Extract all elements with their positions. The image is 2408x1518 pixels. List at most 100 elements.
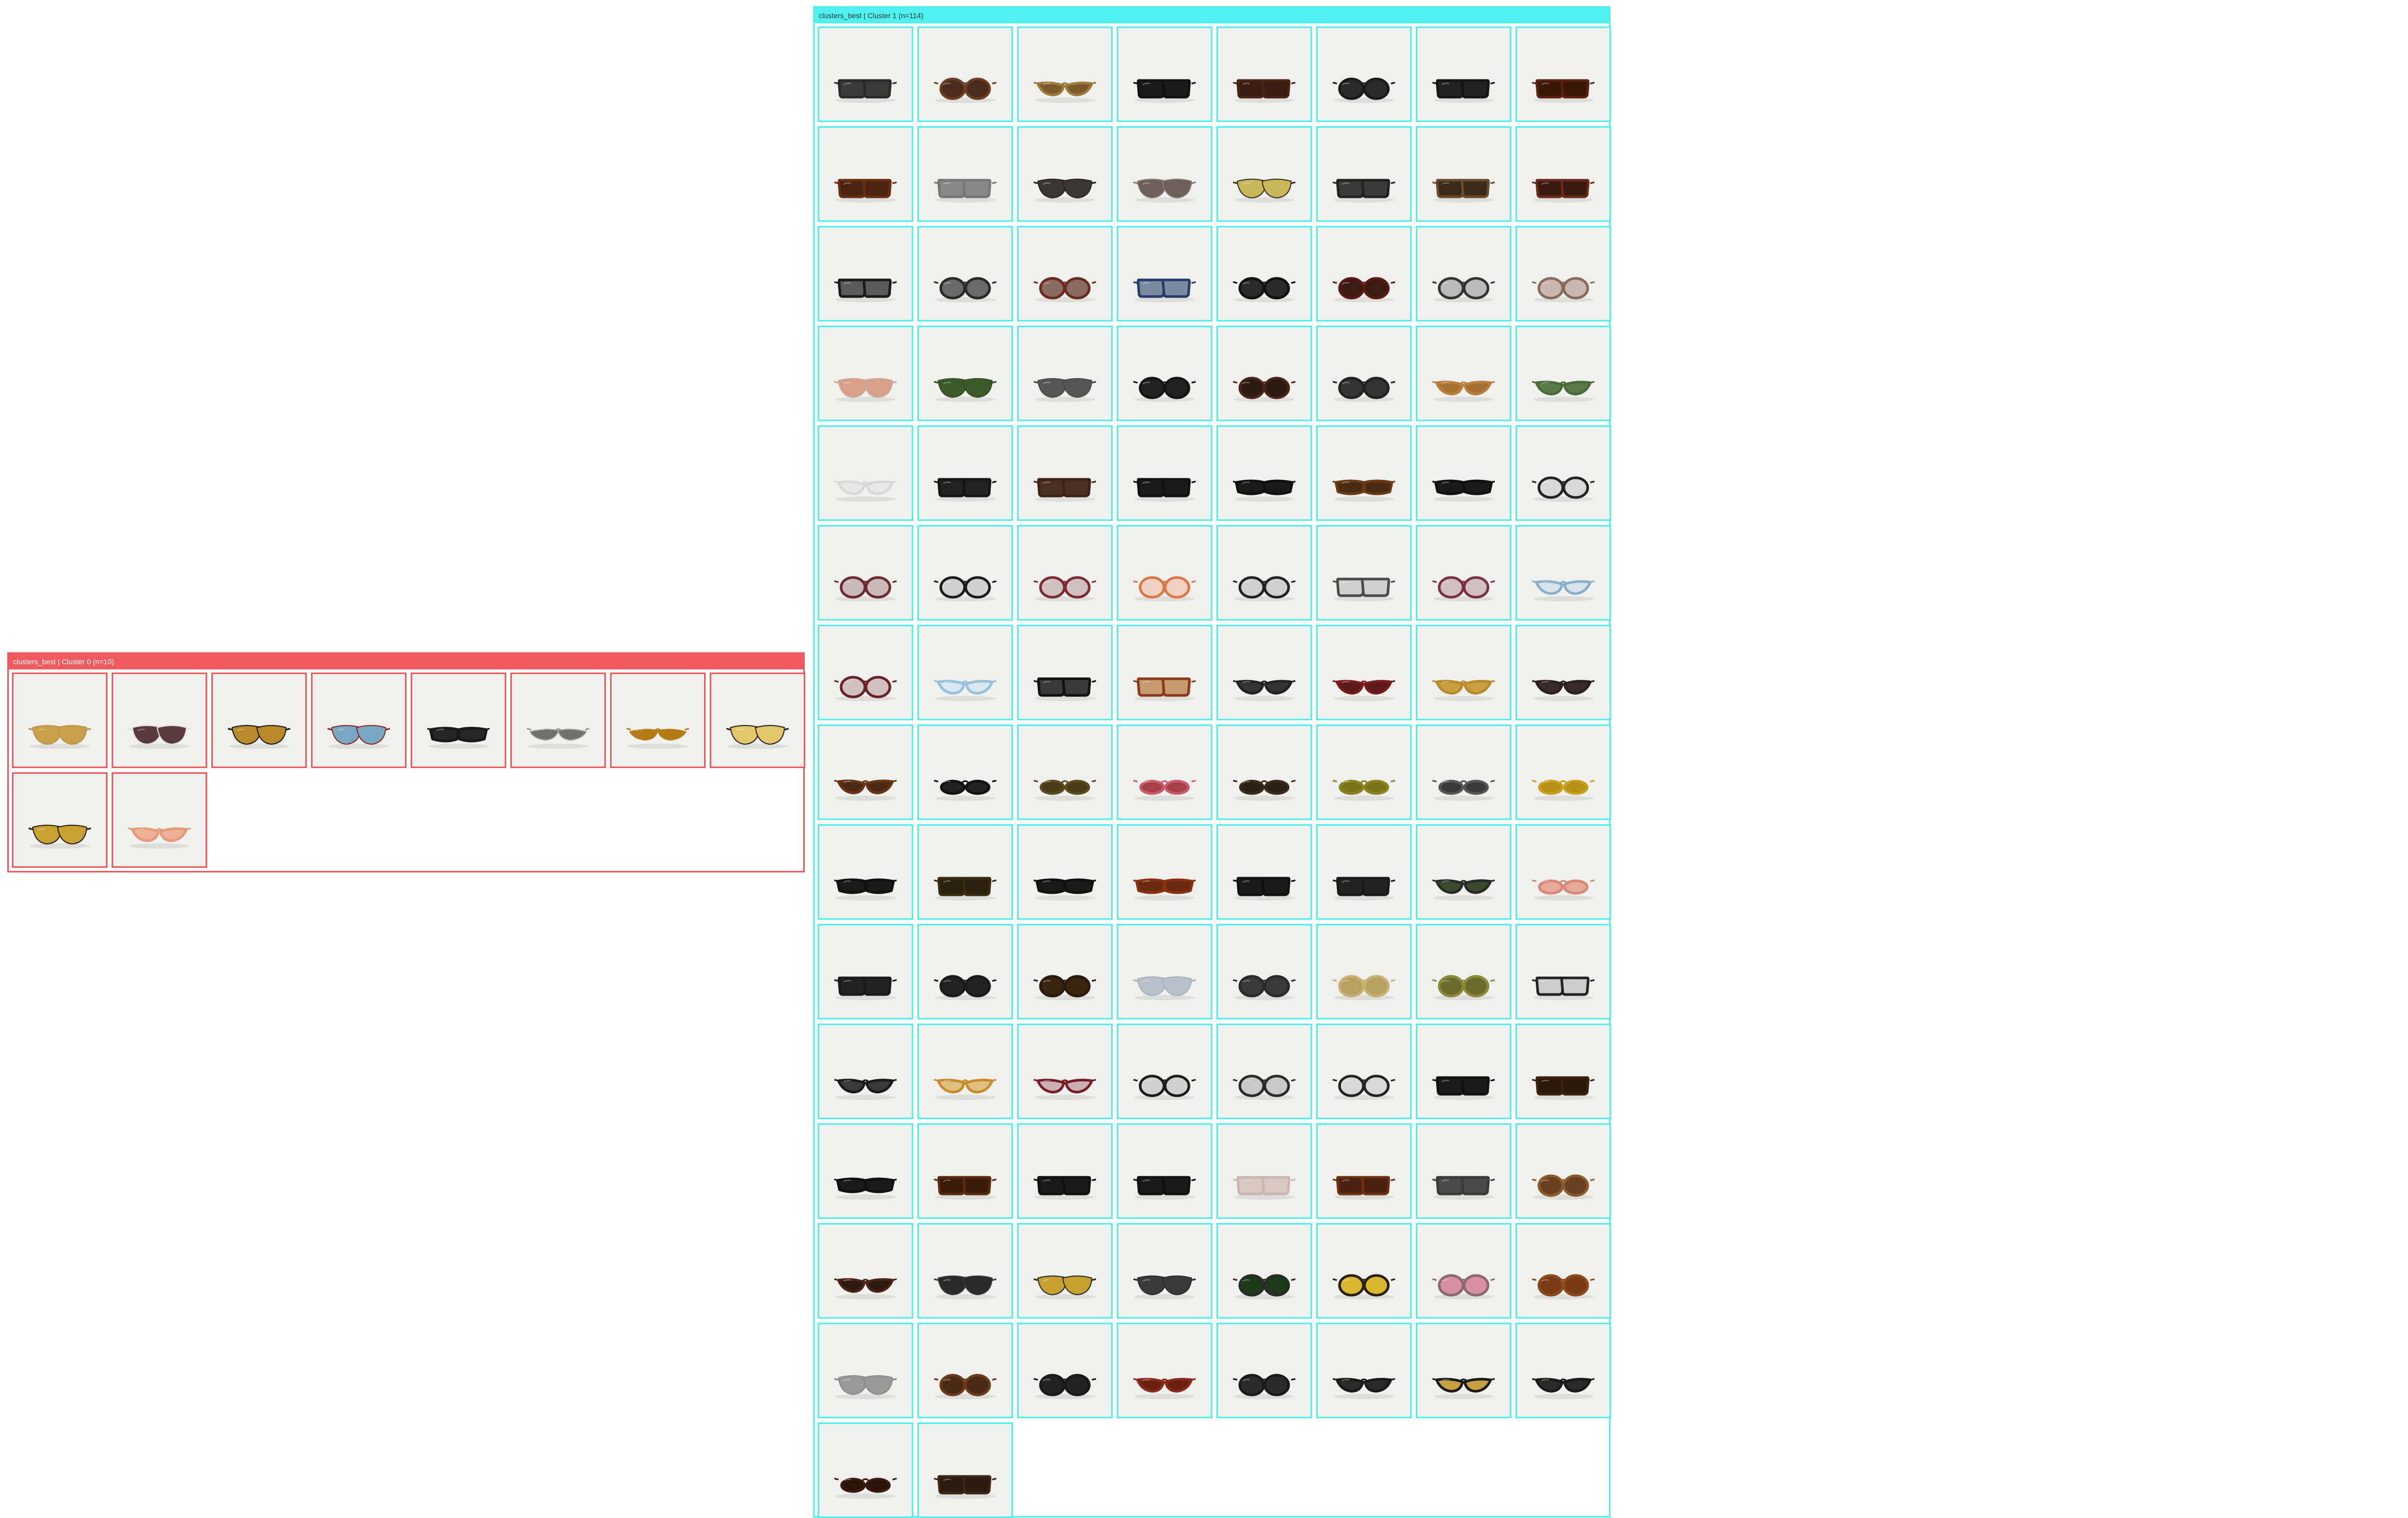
eyewear-thumbnail[interactable] — [1216, 1223, 1312, 1319]
eyewear-thumbnail[interactable] — [1516, 326, 1611, 421]
eyewear-thumbnail[interactable] — [1216, 525, 1312, 621]
eyewear-thumbnail[interactable] — [1117, 625, 1212, 720]
eyewear-thumbnail[interactable] — [1316, 126, 1412, 222]
eyewear-thumbnail[interactable] — [818, 724, 913, 820]
eyewear-thumbnail[interactable] — [818, 1323, 913, 1418]
eyewear-thumbnail[interactable] — [1216, 26, 1312, 122]
eyewear-thumbnail[interactable] — [818, 625, 913, 720]
eyewear-thumbnail[interactable] — [917, 326, 1013, 421]
eyewear-thumbnail[interactable] — [1516, 1123, 1611, 1219]
eyewear-thumbnail[interactable] — [1017, 226, 1113, 321]
eyewear-thumbnail[interactable] — [1117, 924, 1212, 1019]
eyewear-thumbnail[interactable] — [818, 226, 913, 321]
eyewear-thumbnail[interactable] — [211, 673, 307, 768]
eyewear-thumbnail[interactable] — [1117, 724, 1212, 820]
eyewear-thumbnail[interactable] — [917, 425, 1013, 521]
eyewear-thumbnail[interactable] — [1416, 525, 1511, 621]
eyewear-thumbnail[interactable] — [112, 673, 207, 768]
eyewear-thumbnail[interactable] — [1017, 525, 1113, 621]
eyewear-thumbnail[interactable] — [917, 126, 1013, 222]
eyewear-thumbnail[interactable] — [1416, 1223, 1511, 1319]
eyewear-thumbnail[interactable] — [1316, 1123, 1412, 1219]
eyewear-thumbnail[interactable] — [917, 924, 1013, 1019]
eyewear-thumbnail[interactable] — [1416, 326, 1511, 421]
eyewear-thumbnail[interactable] — [1516, 724, 1611, 820]
eyewear-thumbnail[interactable] — [1017, 1223, 1113, 1319]
eyewear-thumbnail[interactable] — [917, 1323, 1013, 1418]
eyewear-thumbnail[interactable] — [1017, 425, 1113, 521]
eyewear-thumbnail[interactable] — [1416, 724, 1511, 820]
eyewear-thumbnail[interactable] — [1117, 126, 1212, 222]
eyewear-thumbnail[interactable] — [1117, 326, 1212, 421]
eyewear-thumbnail[interactable] — [1416, 924, 1511, 1019]
eyewear-thumbnail[interactable] — [1017, 1123, 1113, 1219]
eyewear-thumbnail[interactable] — [1017, 625, 1113, 720]
eyewear-thumbnail[interactable] — [1316, 924, 1412, 1019]
eyewear-thumbnail[interactable] — [818, 326, 913, 421]
eyewear-thumbnail[interactable] — [818, 26, 913, 122]
eyewear-thumbnail[interactable] — [1416, 425, 1511, 521]
eyewear-thumbnail[interactable] — [1316, 326, 1412, 421]
eyewear-thumbnail[interactable] — [818, 525, 913, 621]
eyewear-thumbnail[interactable] — [1017, 126, 1113, 222]
eyewear-thumbnail[interactable] — [1316, 26, 1412, 122]
eyewear-thumbnail[interactable] — [917, 1223, 1013, 1319]
eyewear-thumbnail[interactable] — [917, 724, 1013, 820]
eyewear-thumbnail[interactable] — [311, 673, 407, 768]
eyewear-thumbnail[interactable] — [818, 1123, 913, 1219]
eyewear-thumbnail[interactable] — [1316, 1323, 1412, 1418]
eyewear-thumbnail[interactable] — [917, 525, 1013, 621]
eyewear-thumbnail[interactable] — [1516, 26, 1611, 122]
eyewear-thumbnail[interactable] — [1216, 425, 1312, 521]
eyewear-thumbnail[interactable] — [1216, 625, 1312, 720]
eyewear-thumbnail[interactable] — [12, 772, 107, 868]
eyewear-thumbnail[interactable] — [1316, 1024, 1412, 1119]
eyewear-thumbnail[interactable] — [1117, 1223, 1212, 1319]
eyewear-thumbnail[interactable] — [917, 625, 1013, 720]
eyewear-thumbnail[interactable] — [818, 1223, 913, 1319]
eyewear-thumbnail[interactable] — [818, 425, 913, 521]
eyewear-thumbnail[interactable] — [1216, 724, 1312, 820]
eyewear-thumbnail[interactable] — [917, 226, 1013, 321]
eyewear-thumbnail[interactable] — [818, 1024, 913, 1119]
eyewear-thumbnail[interactable] — [1017, 26, 1113, 122]
eyewear-thumbnail[interactable] — [1316, 226, 1412, 321]
eyewear-thumbnail[interactable] — [1316, 824, 1412, 920]
eyewear-thumbnail[interactable] — [1017, 924, 1113, 1019]
eyewear-thumbnail[interactable] — [12, 673, 107, 768]
eyewear-thumbnail[interactable] — [112, 772, 207, 868]
eyewear-thumbnail[interactable] — [1516, 824, 1611, 920]
eyewear-thumbnail[interactable] — [1117, 425, 1212, 521]
eyewear-thumbnail[interactable] — [411, 673, 506, 768]
eyewear-thumbnail[interactable] — [917, 1123, 1013, 1219]
eyewear-thumbnail[interactable] — [818, 924, 913, 1019]
eyewear-thumbnail[interactable] — [1416, 26, 1511, 122]
eyewear-thumbnail[interactable] — [1017, 824, 1113, 920]
eyewear-thumbnail[interactable] — [710, 673, 805, 768]
eyewear-thumbnail[interactable] — [1117, 1323, 1212, 1418]
eyewear-thumbnail[interactable] — [1516, 425, 1611, 521]
eyewear-thumbnail[interactable] — [1216, 924, 1312, 1019]
eyewear-thumbnail[interactable] — [1117, 824, 1212, 920]
eyewear-thumbnail[interactable] — [1516, 1223, 1611, 1319]
eyewear-thumbnail[interactable] — [610, 673, 706, 768]
eyewear-thumbnail[interactable] — [917, 824, 1013, 920]
eyewear-thumbnail[interactable] — [1216, 1123, 1312, 1219]
eyewear-thumbnail[interactable] — [1117, 26, 1212, 122]
eyewear-thumbnail[interactable] — [917, 26, 1013, 122]
eyewear-thumbnail[interactable] — [818, 126, 913, 222]
eyewear-thumbnail[interactable] — [1316, 724, 1412, 820]
eyewear-thumbnail[interactable] — [1017, 724, 1113, 820]
eyewear-thumbnail[interactable] — [1516, 1323, 1611, 1418]
eyewear-thumbnail[interactable] — [1416, 824, 1511, 920]
eyewear-thumbnail[interactable] — [1516, 625, 1611, 720]
eyewear-thumbnail[interactable] — [1416, 625, 1511, 720]
eyewear-thumbnail[interactable] — [1316, 525, 1412, 621]
eyewear-thumbnail[interactable] — [1216, 1323, 1312, 1418]
eyewear-thumbnail[interactable] — [1216, 326, 1312, 421]
eyewear-thumbnail[interactable] — [1216, 126, 1312, 222]
eyewear-thumbnail[interactable] — [1117, 1024, 1212, 1119]
eyewear-thumbnail[interactable] — [1316, 625, 1412, 720]
eyewear-thumbnail[interactable] — [1216, 1024, 1312, 1119]
eyewear-thumbnail[interactable] — [1516, 126, 1611, 222]
